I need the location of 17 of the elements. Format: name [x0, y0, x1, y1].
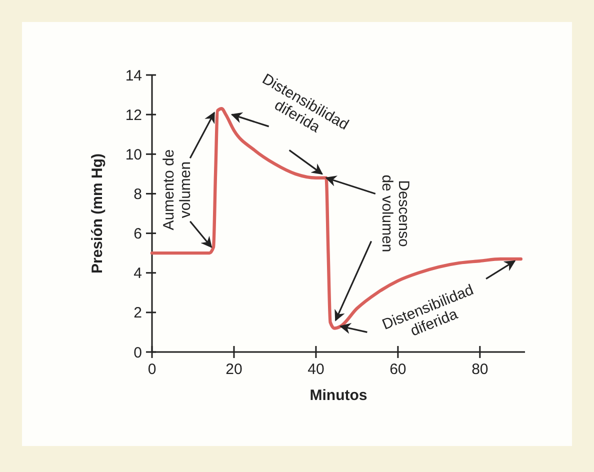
annotation: Aumento de volumen: [160, 149, 194, 230]
y-tick-label: 12: [125, 106, 142, 124]
x-tick-label: 40: [308, 361, 324, 378]
y-tick-label: 8: [134, 186, 142, 203]
annotation: Descenso de volumen: [378, 174, 412, 252]
y-tick-label: 14: [125, 67, 142, 84]
y-tick-label: 0: [134, 344, 142, 362]
x-tick-label: 80: [472, 361, 488, 378]
y-tick-label: 4: [134, 265, 142, 282]
x-axis-title: Minutos: [310, 387, 368, 404]
x-tick-label: 0: [148, 361, 156, 378]
y-tick-label: 2: [134, 304, 142, 322]
y-tick-label: 6: [134, 226, 142, 243]
y-tick-label: 10: [125, 146, 142, 164]
x-tick-label: 20: [226, 361, 242, 378]
x-tick-label: 60: [390, 361, 406, 378]
y-axis-title: Presión (mm Hg): [89, 153, 106, 274]
